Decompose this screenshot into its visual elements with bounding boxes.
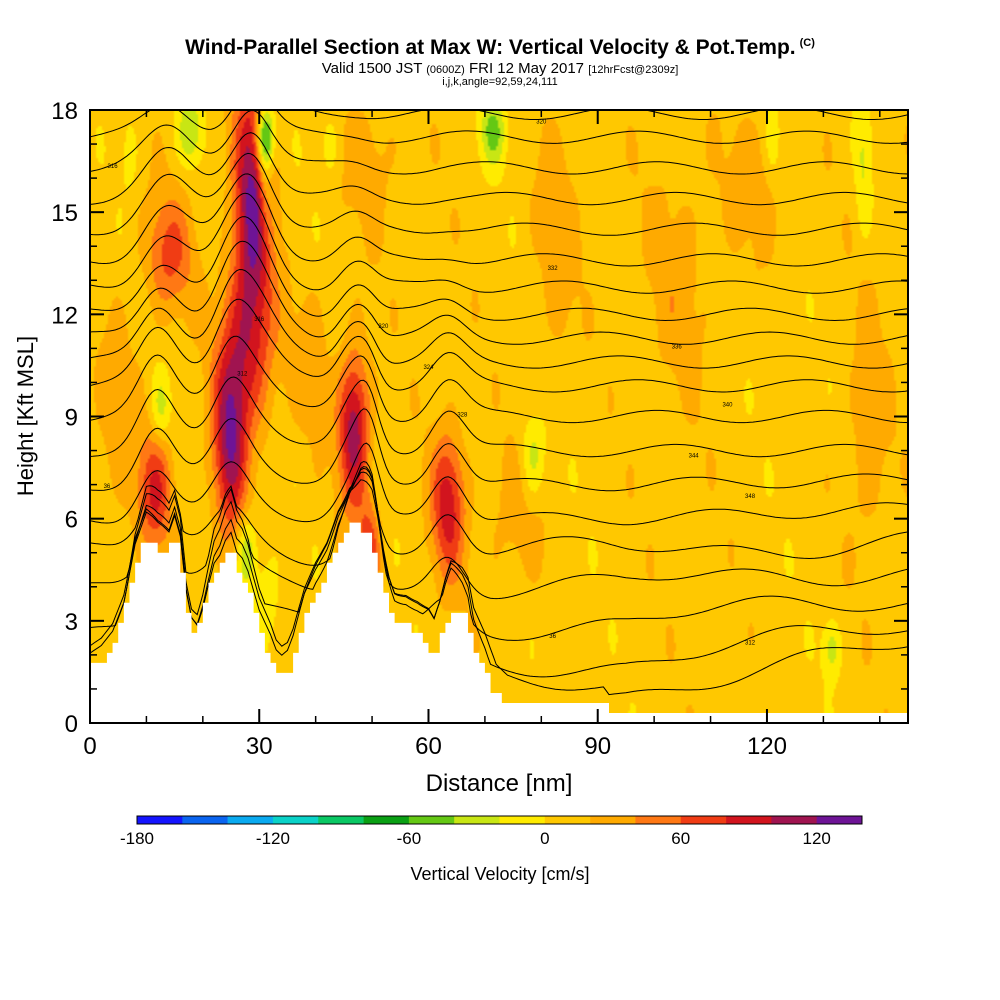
isentrope-line [90,152,908,236]
contour-label: 332 [548,266,559,272]
colorbar-swatch [227,816,274,824]
y-tick-label: 15 [51,200,78,227]
colorbar-swatch [771,816,817,824]
colorbar-swatch [544,816,591,824]
isentrope-line [309,110,908,120]
chart-title: Wind-Parallel Section at Max W: Vertical… [0,36,1000,60]
colorbar-tick-label: -120 [256,829,290,848]
colorbar-tick-label: 60 [671,829,690,848]
colorbar-swatch [182,816,228,824]
y-axis-label: Height [Kft MSL] [13,336,38,496]
y-tick-label: 0 [65,711,78,738]
isentrope-line [90,192,908,294]
valid-utc: (0600Z) [426,64,465,76]
terrain [90,522,908,723]
chart-title-text: Wind-Parallel Section at Max W: Vertical… [185,36,796,59]
contour-label: 348 [745,494,756,500]
isentrope-line [90,173,908,267]
contour-label: 312 [745,641,756,647]
contour-label: 320 [536,120,547,126]
y-tick-label: 9 [65,405,78,432]
title-mark: (C) [799,37,815,49]
colorbar: -180 -120 -60 0 60 120 [120,815,863,848]
grid-indices: i,j,k,angle=92,59,24,111 [442,76,558,88]
colorbar-swatch [454,816,500,824]
isentrope-line [90,479,908,696]
contour-label: 36 [104,484,111,490]
isentrope-line [90,335,908,424]
y-tick-label: 12 [51,302,78,329]
colorbar-swatch [408,816,455,824]
forecast-tag: [12hrFcst@2309z] [588,64,679,76]
colorbar-swatch [363,816,410,824]
colorbar-tick-label: 120 [803,829,831,848]
colorbar-tick-label: 0 [540,829,549,848]
isentrope-line [90,132,908,206]
colorbar-swatch [816,816,863,824]
x-tick-label: 30 [246,733,273,760]
colorbar-swatch [272,816,319,824]
colorbar-swatch [318,816,364,824]
contour-label: 336 [672,344,683,350]
colorbar-label: Vertical Velocity [cm/s] [410,864,589,884]
colorbar-tick-label: -60 [397,829,422,848]
isentrope-line [90,467,908,641]
x-tick-label: 120 [747,733,787,760]
colorbar-swatch [590,816,636,824]
isentrope-line [90,216,908,322]
contour-label: 316 [108,164,119,170]
isentrope-line [90,268,908,369]
isentrope-line [90,240,908,345]
colorbar-swatch [635,816,682,824]
contour-label: 312 [237,372,248,378]
isentrope-line [90,408,908,492]
isentrope-line [90,460,908,566]
contour-label: 324 [423,365,434,371]
x-tick-label: 90 [584,733,611,760]
isentrope-line [90,376,908,458]
contour-label: 340 [722,402,733,408]
isentrope-line [90,442,908,526]
isentrope-line [90,110,908,175]
valid-prefix: Valid 1500 JST [321,60,423,77]
contour-label: 320 [378,324,389,330]
colorbar-frame [136,815,863,825]
isentrope-line [90,298,908,393]
y-tick-label: 6 [65,507,78,534]
contour-label: 36 [549,634,556,640]
y-tick-label: 3 [65,609,78,636]
colorbar-swatch [680,816,727,824]
contour-label: 316 [254,317,265,323]
colorbar-tick-label: -180 [120,829,154,848]
contour-label: 328 [457,413,468,419]
isentrope-line [90,471,908,678]
x-tick-label: 0 [83,733,96,760]
contour-labels: 36 312 316 320 324 328 332 336 340 344 348 36 312 316… [104,120,756,647]
valid-date: FRI 12 May 2017 [468,60,585,77]
y-tick-label: 18 [51,98,78,125]
colorbar-swatch [726,816,772,824]
chart-subtitle: Valid 1500 JST (0600Z) FRI 12 May 2017 [… [0,60,1000,77]
x-axis-label: Distance [nm] [426,770,573,797]
x-tick-label: 60 [415,733,442,760]
potential-temperature-contours [90,110,908,696]
isentrope-line [90,110,908,144]
colorbar-swatch [499,816,546,824]
contour-label: 344 [689,453,700,459]
colorbar-swatch [137,816,183,824]
isentrope-line [90,466,908,600]
